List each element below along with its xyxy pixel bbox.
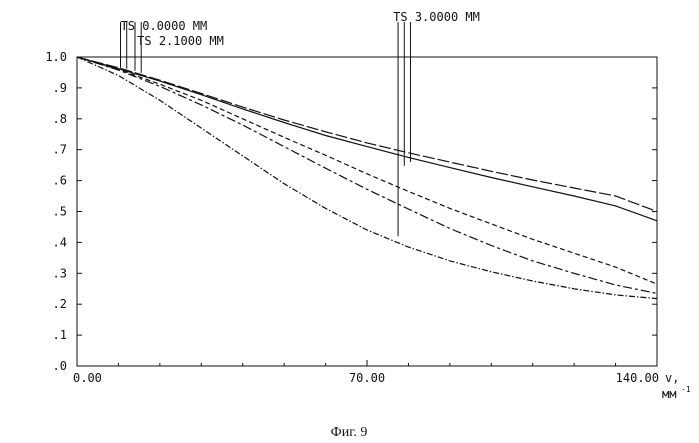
x-tick-label: 0.00	[73, 371, 102, 385]
y-tick-label: .9	[53, 81, 67, 95]
y-tick-label: .0	[53, 359, 67, 373]
x-axis-ticks: 0.00 70.00 140.00	[73, 360, 659, 385]
annotation-labels: TS 0.0000 MMTS 2.1000 MM TS 3.0000 MM	[121, 10, 480, 48]
x-axis-unit: мм	[662, 387, 676, 401]
x-tick-label: 70.00	[349, 371, 385, 385]
y-tick-label: .7	[53, 143, 67, 157]
plot-frame	[77, 57, 657, 366]
series-line-long-dash	[77, 57, 657, 212]
x-axis-unit-superscript: -1	[681, 385, 691, 394]
annotation-label: TS 3.0000 MM	[393, 10, 480, 24]
y-tick-label: .1	[53, 328, 67, 342]
y-tick-label: .8	[53, 112, 67, 126]
series-line-long-short-dash	[77, 57, 657, 293]
figure-caption: Фиг. 9	[331, 425, 368, 440]
y-tick-label: .3	[53, 266, 67, 280]
y-tick-label: .2	[53, 297, 67, 311]
y-tick-label: .4	[53, 235, 67, 249]
x-axis-label: v,	[665, 371, 679, 385]
y-tick-label: .5	[53, 205, 67, 219]
series-group	[77, 57, 657, 299]
x-tick-label: 140.00	[616, 371, 659, 385]
y-axis-ticks: 1.0 .9 .8 .7 .6 .5 .4 .3 .2 .1 .0	[45, 50, 657, 373]
annotation-label: TS 0.0000 MM	[121, 19, 208, 33]
y-tick-label: 1.0	[45, 50, 67, 64]
annotation-label: TS 2.1000 MM	[137, 34, 224, 48]
series-line-short-dash	[77, 57, 657, 284]
series-line-dash-dot	[77, 57, 657, 299]
y-tick-label: .6	[53, 174, 67, 188]
